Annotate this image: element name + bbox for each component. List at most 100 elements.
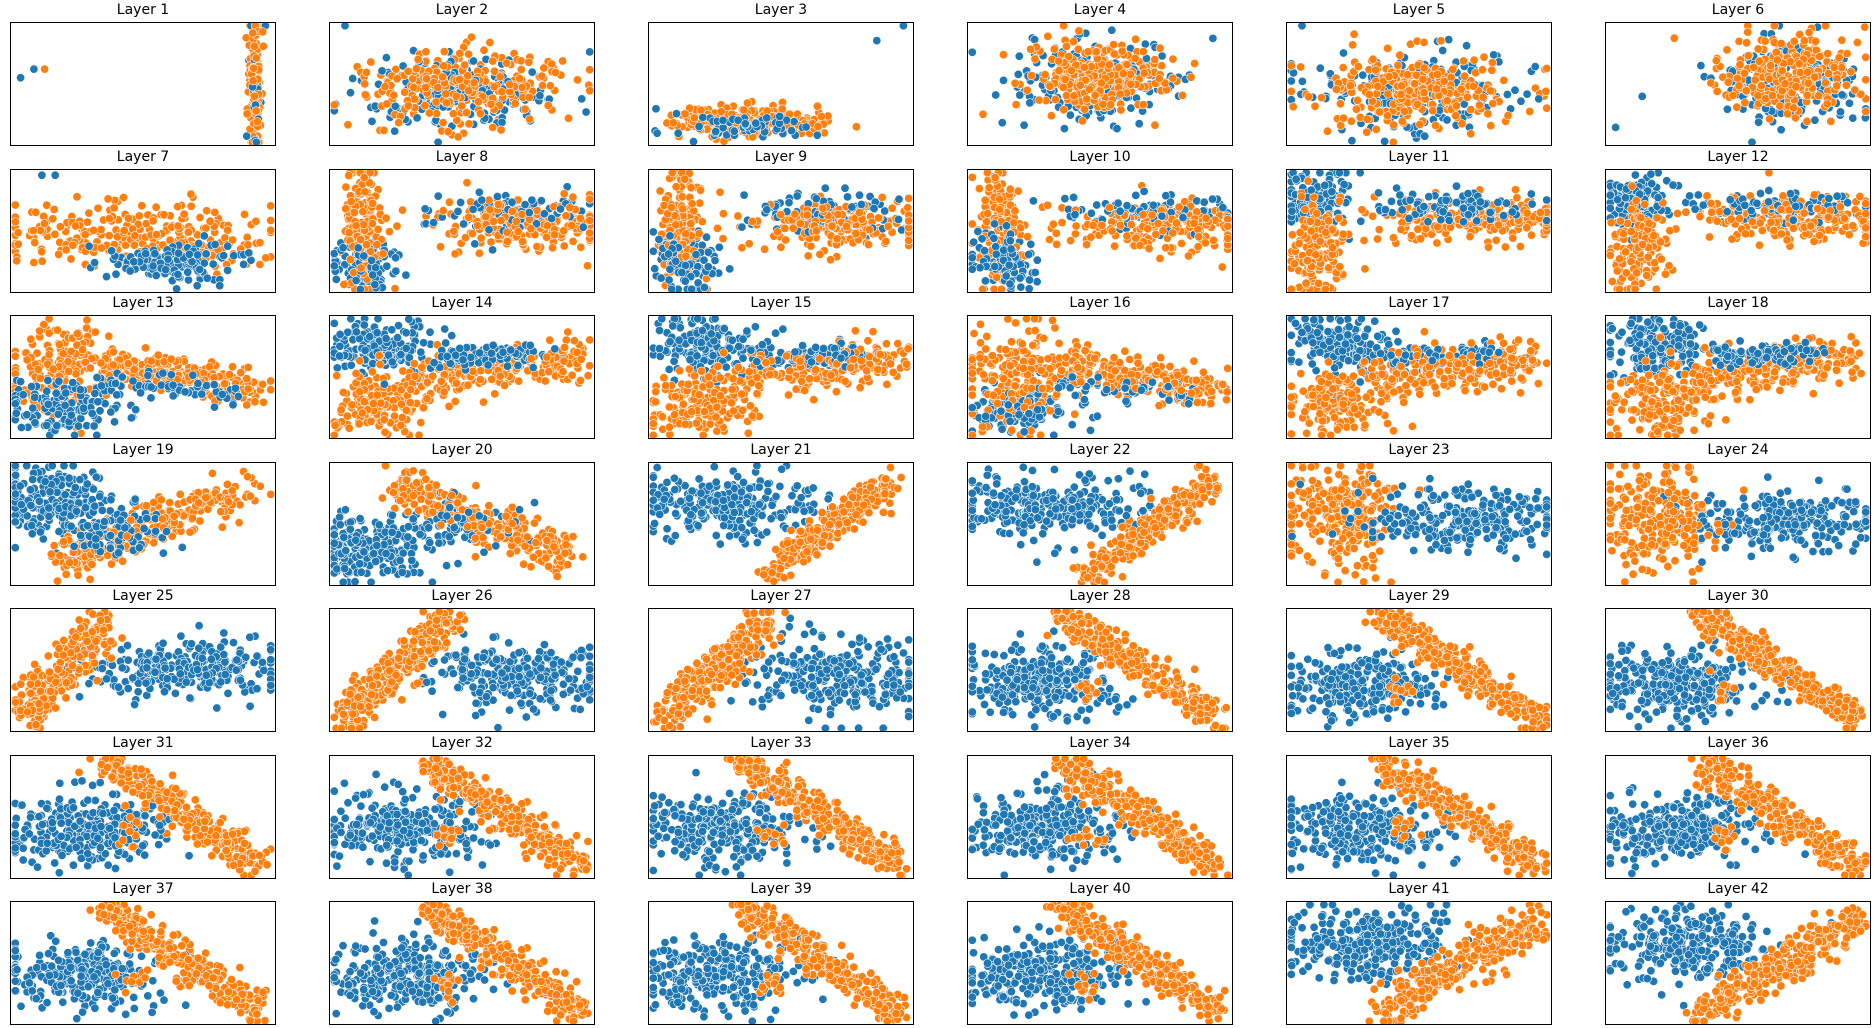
scatter-point xyxy=(1777,66,1787,76)
scatter-point xyxy=(551,67,561,77)
scatter-point xyxy=(1065,110,1075,120)
scatter-point xyxy=(1487,65,1497,75)
scatter-point xyxy=(1131,34,1141,44)
scatter-point xyxy=(351,220,361,230)
scatter-point xyxy=(422,74,432,84)
scatter-point xyxy=(1297,22,1307,31)
scatter-point xyxy=(1140,39,1150,49)
scatter-point xyxy=(1082,239,1092,249)
plot-frame xyxy=(967,22,1233,146)
scatter-point xyxy=(1335,99,1345,109)
scatter-point xyxy=(568,192,578,202)
scatter-point xyxy=(1091,47,1101,57)
scatter-point xyxy=(903,202,913,212)
scatter-point xyxy=(1353,95,1363,105)
scatter-point xyxy=(695,198,705,208)
scatter-point xyxy=(760,244,770,254)
scatter-point xyxy=(673,128,683,138)
scatter-point xyxy=(80,229,90,239)
scatter-point xyxy=(681,251,691,261)
scatter-point xyxy=(1217,262,1227,272)
scatter-point xyxy=(1802,90,1812,100)
scatter-point xyxy=(1001,271,1011,281)
scatter-point xyxy=(1062,41,1072,51)
scatter-point xyxy=(671,109,681,119)
scatter-point xyxy=(377,66,387,76)
scatter-point xyxy=(344,170,354,180)
scatter-point xyxy=(391,266,401,276)
scatter-point xyxy=(1064,51,1074,61)
scatter-panel: Layer 6 xyxy=(1605,0,1871,146)
scatter-points xyxy=(16,22,270,146)
scatter-points xyxy=(329,22,595,146)
scatter-point xyxy=(344,227,354,237)
scatter-point xyxy=(1815,51,1825,61)
scatter-point xyxy=(29,64,39,74)
scatter-point xyxy=(656,273,666,283)
scatter-point xyxy=(486,99,496,109)
scatter-panel: Layer 9 xyxy=(648,147,914,293)
scatter-point xyxy=(243,239,253,249)
scatter-point xyxy=(183,227,193,237)
scatter-point xyxy=(686,218,696,228)
scatter-point xyxy=(1005,184,1015,194)
panel-title: Layer 1 xyxy=(10,0,276,20)
scatter-point xyxy=(1804,28,1814,37)
scatter-point xyxy=(173,269,183,279)
scatter-point xyxy=(382,261,392,271)
scatter-point xyxy=(1522,89,1532,99)
scatter-point xyxy=(443,127,453,137)
scatter-point xyxy=(242,109,252,119)
scatter-point xyxy=(266,200,276,210)
scatter-point xyxy=(565,202,575,212)
scatter-point xyxy=(1315,63,1325,73)
scatter-point xyxy=(1861,52,1871,62)
scatter-point xyxy=(687,284,697,293)
scatter-point xyxy=(502,58,512,68)
scatter-point xyxy=(1355,168,1365,177)
scatter-point xyxy=(801,122,811,132)
scatter-point xyxy=(255,237,265,247)
panel-title: Layer 2 xyxy=(329,0,595,20)
scatter-point xyxy=(762,204,772,214)
scatter-point xyxy=(1139,68,1149,78)
scatter-point xyxy=(1696,61,1706,71)
scatter-point xyxy=(1749,62,1759,72)
scatter-point xyxy=(355,234,365,244)
scatter-point xyxy=(66,254,76,264)
scatter-point xyxy=(183,267,193,277)
scatter-point xyxy=(1122,200,1132,210)
scatter-point xyxy=(361,239,371,249)
scatter-point xyxy=(1733,73,1743,83)
scatter-panel: Layer 1 xyxy=(10,0,276,146)
scatter-point xyxy=(998,255,1008,265)
scatter-point xyxy=(184,275,194,285)
scatter-point xyxy=(538,81,548,91)
scatter-point xyxy=(1015,273,1025,283)
scatter-point xyxy=(1045,81,1055,91)
scatter-point xyxy=(1824,69,1834,79)
scatter-point xyxy=(513,226,523,236)
scatter-point xyxy=(1046,111,1056,121)
scatter-point xyxy=(438,205,448,215)
scatter-point xyxy=(516,56,526,66)
scatter-point xyxy=(997,118,1007,128)
scatter-point xyxy=(474,187,484,197)
scatter-point xyxy=(1822,99,1832,109)
scatter-point xyxy=(1019,120,1029,130)
scatter-point xyxy=(173,220,183,230)
panel-title: Layer 9 xyxy=(648,147,914,167)
scatter-point xyxy=(573,75,583,85)
scatter-point xyxy=(818,203,828,213)
scatter-point xyxy=(251,216,261,226)
scatter-point xyxy=(97,243,107,253)
scatter-point xyxy=(459,218,469,228)
scatter-point xyxy=(1015,90,1025,100)
scatter-point xyxy=(718,233,728,243)
scatter-point xyxy=(1735,60,1745,70)
scatter-point xyxy=(1097,220,1107,230)
scatter-point xyxy=(1364,90,1374,100)
scatter-point xyxy=(671,219,681,229)
scatter-point xyxy=(820,183,830,193)
scatter-point xyxy=(129,256,139,266)
